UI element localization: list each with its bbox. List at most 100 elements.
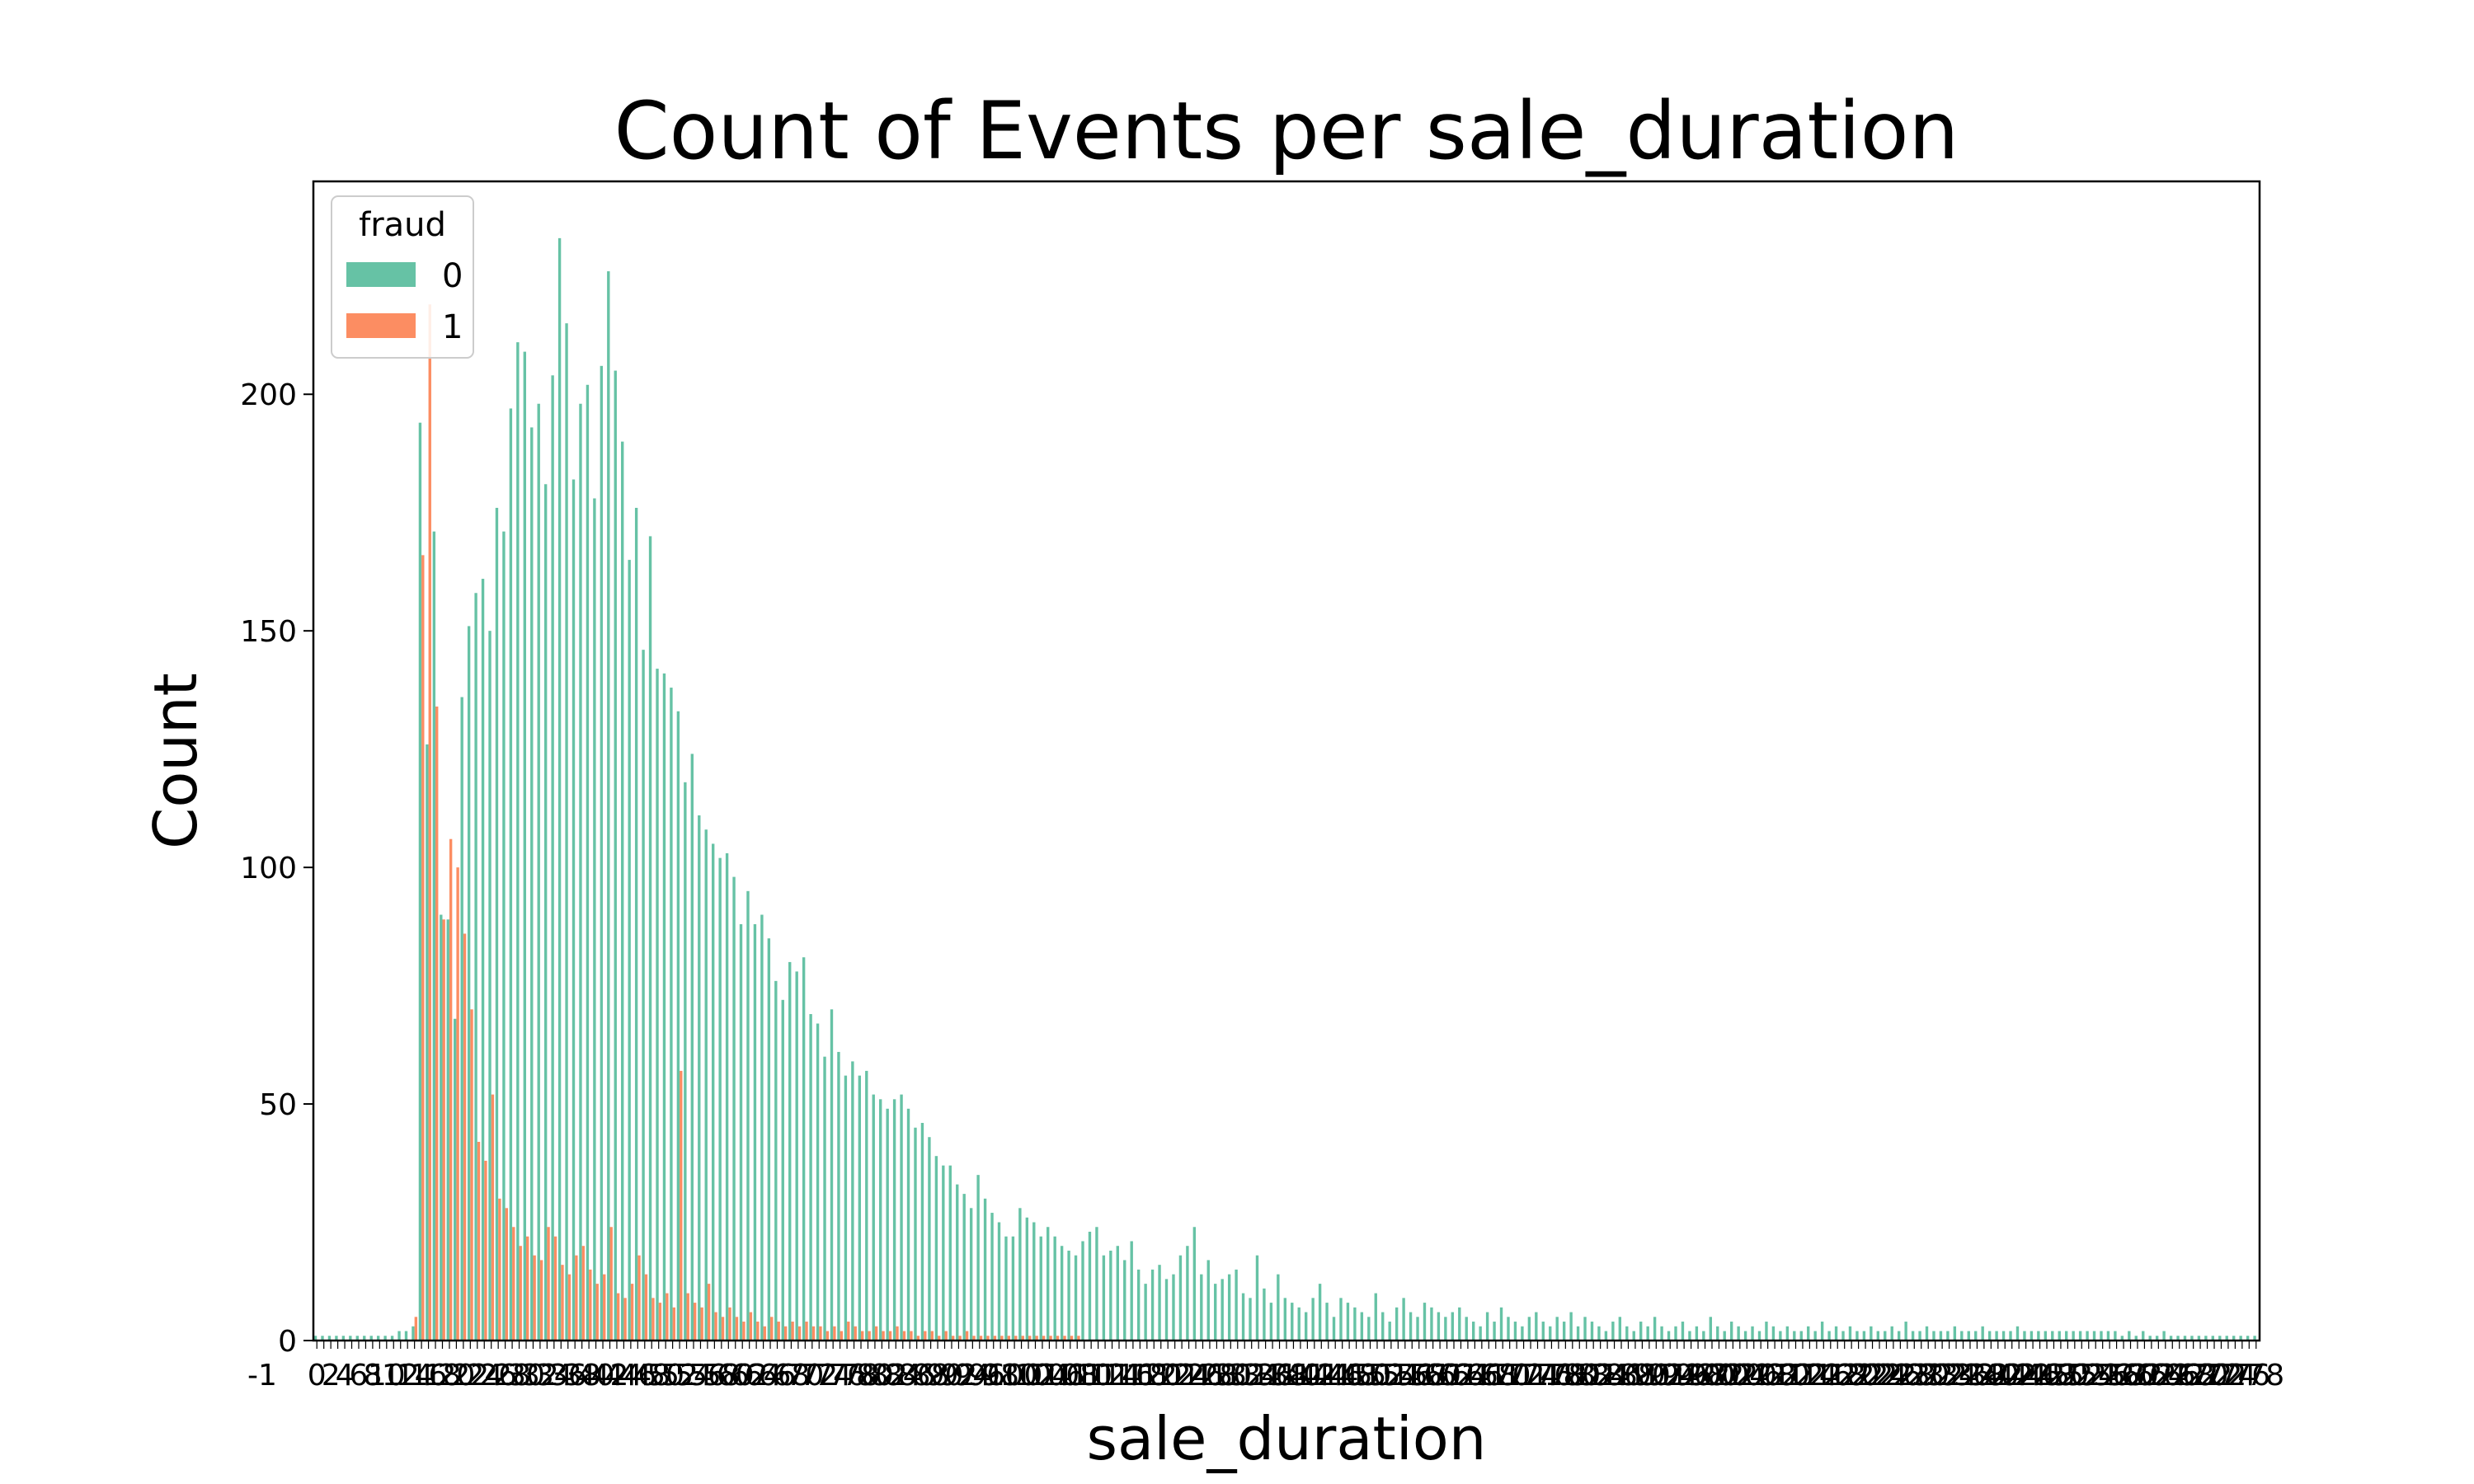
bar-fraud-1-17 bbox=[435, 707, 439, 1341]
bar-fraud-0-117 bbox=[1130, 1241, 1133, 1341]
x-tick-label-6: 6 bbox=[350, 1359, 369, 1392]
bar-fraud-0-103 bbox=[1032, 1222, 1036, 1341]
legend-label-1: 1 bbox=[442, 308, 463, 346]
bar-fraud-1-97 bbox=[993, 1336, 997, 1341]
x-tick-label-12: 12 bbox=[382, 1359, 420, 1392]
bar-fraud-0-172 bbox=[1513, 1322, 1517, 1341]
bar-fraud-1-59 bbox=[728, 1307, 731, 1341]
x-tick-label-208: 208 bbox=[1739, 1359, 1796, 1392]
x-tick-label-104: 104 bbox=[1014, 1359, 1071, 1392]
bar-fraud-0-154 bbox=[1388, 1322, 1391, 1341]
bar-fraud-0-62 bbox=[746, 890, 750, 1341]
bar-fraud-0-89 bbox=[934, 1156, 938, 1341]
bar-fraud-0-188 bbox=[1625, 1326, 1629, 1341]
y-tick-label-150: 150 bbox=[240, 615, 297, 649]
bar-fraud-0-106 bbox=[1053, 1236, 1056, 1341]
bar-fraud-0-111 bbox=[1088, 1232, 1092, 1341]
x-tick-label-62: 62 bbox=[731, 1359, 769, 1392]
bar-fraud-0-198 bbox=[1695, 1326, 1699, 1341]
bar-fraud-0-236 bbox=[1960, 1331, 1964, 1341]
x-tick-label-198: 198 bbox=[1670, 1359, 1727, 1392]
bar-fraud-0-157 bbox=[1409, 1312, 1413, 1341]
bar-fraud-0-75 bbox=[837, 1051, 840, 1341]
bar-fraud-0-37 bbox=[571, 479, 576, 1341]
bar-fraud-1-89 bbox=[938, 1336, 941, 1341]
x-tick-label-110: 110 bbox=[1056, 1359, 1112, 1392]
bar-fraud-0-109 bbox=[1074, 1255, 1078, 1341]
bar-fraud-0-169 bbox=[1493, 1322, 1496, 1341]
bar-fraud-0-54 bbox=[690, 754, 694, 1341]
x-tick-label-68: 68 bbox=[773, 1359, 811, 1392]
bar-fraud-0-148 bbox=[1346, 1303, 1350, 1341]
x-tick-label-232: 232 bbox=[1907, 1359, 1964, 1392]
bar-fraud-0-258 bbox=[2114, 1331, 2117, 1341]
bar-fraud-0-271 bbox=[2204, 1336, 2208, 1341]
bar-fraud-0-138 bbox=[1277, 1274, 1280, 1341]
bar-fraud-0-119 bbox=[1144, 1284, 1147, 1341]
bar-fraud-0-135 bbox=[1255, 1255, 1259, 1341]
x-tick-label-74: 74 bbox=[814, 1359, 852, 1392]
bar-fraud-0-24 bbox=[481, 579, 485, 1341]
x-tick-label-170: 170 bbox=[1475, 1359, 1531, 1392]
x-tick-label-174: 174 bbox=[1503, 1359, 1559, 1392]
bar-fraud-0-155 bbox=[1395, 1307, 1399, 1341]
bar-fraud-0-180 bbox=[1569, 1312, 1573, 1341]
bar-fraud-0-76 bbox=[844, 1075, 848, 1341]
bar-fraud-0-211 bbox=[1785, 1326, 1790, 1341]
bar-fraud-1-66 bbox=[777, 1322, 780, 1341]
bar-fraud-0-247 bbox=[2037, 1331, 2040, 1341]
x-tick-label-132: 132 bbox=[1209, 1359, 1266, 1392]
bar-fraud-1-91 bbox=[951, 1336, 955, 1341]
bar-fraud-0-158 bbox=[1416, 1317, 1419, 1341]
bar-fraud-0-230 bbox=[1918, 1331, 1921, 1341]
x-tick-label-192: 192 bbox=[1628, 1359, 1685, 1392]
bar-fraud-0-60 bbox=[732, 876, 736, 1341]
x-tick-label-264: 264 bbox=[2130, 1359, 2187, 1392]
x-tick-label-42: 42 bbox=[591, 1359, 629, 1392]
bar-fraud-1-90 bbox=[944, 1331, 948, 1341]
x-tick-label-152: 152 bbox=[1349, 1359, 1406, 1392]
bar-fraud-1-36 bbox=[567, 1274, 571, 1341]
bar-fraud-0-55 bbox=[698, 815, 701, 1341]
x-tick-label-120: 120 bbox=[1126, 1359, 1183, 1392]
x-tick-label-212: 212 bbox=[1767, 1359, 1824, 1392]
bar-fraud-0-124 bbox=[1178, 1255, 1183, 1341]
bar-fraud-0-46 bbox=[634, 507, 638, 1341]
bar-fraud-0-48 bbox=[648, 536, 652, 1341]
bar-fraud-0-249 bbox=[2051, 1331, 2054, 1341]
bar-fraud-0-107 bbox=[1060, 1246, 1064, 1341]
bar-fraud-1-53 bbox=[686, 1293, 689, 1341]
x-tick-label-30: 30 bbox=[507, 1359, 545, 1392]
bar-fraud-0-241 bbox=[1995, 1331, 1998, 1341]
bar-fraud-1-47 bbox=[644, 1274, 648, 1341]
x-tick-label-2: 2 bbox=[322, 1359, 341, 1392]
bar-fraud-0-28 bbox=[509, 408, 513, 1341]
bar-fraud-0-122 bbox=[1164, 1279, 1169, 1341]
x-tick-label-36: 36 bbox=[549, 1359, 587, 1392]
bar-fraud-0-32 bbox=[537, 403, 540, 1341]
bar-fraud-0-6 bbox=[355, 1336, 359, 1341]
bar-fraud-0-21 bbox=[460, 697, 463, 1341]
bar-fraud-0-13 bbox=[404, 1331, 408, 1341]
bar-fraud-0-204 bbox=[1737, 1326, 1740, 1341]
bar-fraud-0-163 bbox=[1451, 1312, 1455, 1341]
bar-fraud-1-103 bbox=[1035, 1336, 1038, 1341]
x-tick-label-26: 26 bbox=[479, 1359, 517, 1392]
bar-fraud-0-274 bbox=[2225, 1336, 2228, 1341]
bar-fraud-1-22 bbox=[470, 1009, 473, 1341]
bar-fraud-0-101 bbox=[1018, 1208, 1022, 1341]
bar-fraud-1-29 bbox=[519, 1246, 522, 1341]
bar-fraud-0-182 bbox=[1583, 1317, 1587, 1341]
x-tick-label-190: 190 bbox=[1614, 1359, 1671, 1392]
bar-fraud-1-81 bbox=[882, 1331, 885, 1341]
legend-label-0: 0 bbox=[442, 257, 463, 295]
bar-fraud-0-66 bbox=[774, 980, 778, 1341]
bar-fraud-0-147 bbox=[1339, 1298, 1343, 1341]
bar-fraud-1-43 bbox=[616, 1293, 620, 1341]
bar-fraud-0-88 bbox=[928, 1137, 931, 1341]
bar-fraud-0-11 bbox=[390, 1336, 394, 1341]
bar-fraud-0-233 bbox=[1939, 1331, 1943, 1341]
x-tick-label-242: 242 bbox=[1977, 1359, 2034, 1392]
x-tick-label-100: 100 bbox=[986, 1359, 1043, 1392]
